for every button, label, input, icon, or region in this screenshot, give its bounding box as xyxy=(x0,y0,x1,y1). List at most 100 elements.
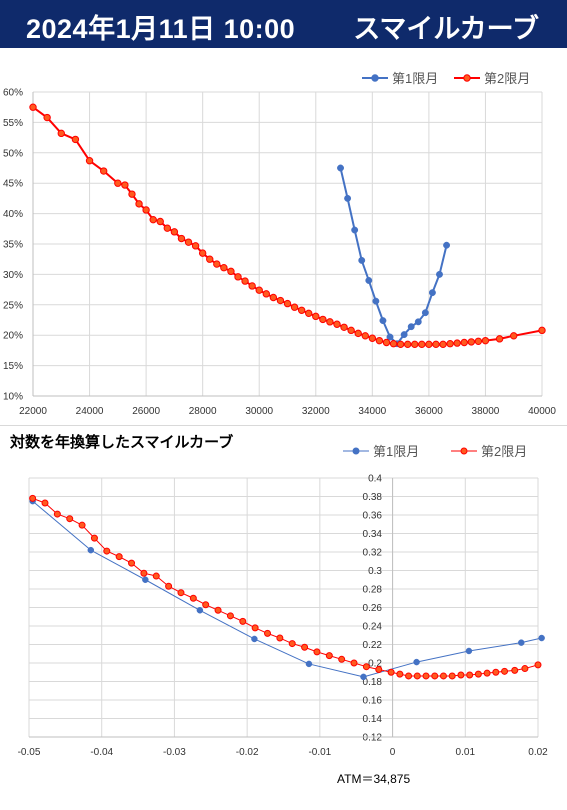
x-tick-label: -0.05 xyxy=(18,747,41,758)
data-point-2 xyxy=(538,326,546,335)
y-tick-label: 10% xyxy=(3,392,23,403)
x-tick-label: -0.02 xyxy=(236,747,259,758)
data-point-1 xyxy=(344,194,352,202)
y-tick-label: 0.18 xyxy=(363,677,383,688)
data-point-1 xyxy=(372,297,380,305)
data-point-2 xyxy=(264,629,272,637)
data-point-2 xyxy=(189,594,197,602)
data-point-2 xyxy=(114,179,122,187)
data-point-2 xyxy=(226,612,234,620)
legend-label-1: 第1限月 xyxy=(392,71,438,86)
data-point-1 xyxy=(358,256,366,264)
data-point-2 xyxy=(382,338,391,347)
data-point-2 xyxy=(248,282,256,290)
data-point-1 xyxy=(142,576,149,583)
data-point-2 xyxy=(152,572,160,580)
data-point-2 xyxy=(474,670,482,678)
series-line-2 xyxy=(32,497,539,677)
header-bar: 2024年1月11日 10:00 スマイルカーブ xyxy=(0,0,567,48)
data-point-2 xyxy=(305,309,313,318)
x-tick-label: 38000 xyxy=(472,406,500,417)
data-point-2 xyxy=(78,521,86,529)
y-tick-label: 0.32 xyxy=(363,548,383,559)
data-point-2 xyxy=(313,648,321,656)
data-point-2 xyxy=(227,267,235,276)
data-point-2 xyxy=(396,670,404,678)
data-point-2 xyxy=(460,338,468,347)
data-point-1 xyxy=(87,546,95,554)
header-title: スマイルカーブ xyxy=(353,14,539,44)
data-point-1 xyxy=(414,318,422,326)
data-point-1 xyxy=(518,639,525,646)
data-point-2 xyxy=(425,340,433,349)
data-point-2 xyxy=(213,260,221,268)
data-point-2 xyxy=(301,643,309,651)
y-tick-label: 0.4 xyxy=(368,474,382,485)
data-point-2 xyxy=(85,157,94,165)
data-point-2 xyxy=(220,264,228,272)
y-tick-label: 60% xyxy=(3,88,23,99)
data-point-1 xyxy=(365,277,373,284)
x-tick-label: -0.03 xyxy=(163,747,186,758)
legend-marker-1 xyxy=(352,447,360,455)
x-tick-label: 40000 xyxy=(528,406,556,417)
data-point-2 xyxy=(29,494,37,502)
data-point-1 xyxy=(465,647,473,655)
legend-label-2: 第2限月 xyxy=(484,71,530,86)
data-point-2 xyxy=(71,135,80,144)
x-tick-label: 0.02 xyxy=(528,747,548,758)
y-tick-label: 50% xyxy=(3,148,23,159)
data-point-1 xyxy=(351,226,359,234)
data-point-2 xyxy=(99,167,108,175)
x-tick-label: 0.01 xyxy=(456,747,476,758)
data-point-2 xyxy=(234,273,242,281)
x-tick-label: -0.04 xyxy=(90,747,113,758)
y-tick-label: 0.3 xyxy=(368,566,382,577)
y-tick-label: 0.24 xyxy=(363,622,383,633)
data-point-2 xyxy=(361,332,369,340)
data-point-2 xyxy=(510,332,518,340)
data-point-2 xyxy=(375,336,384,345)
data-point-2 xyxy=(467,338,476,346)
y-tick-label: 25% xyxy=(3,300,23,311)
data-point-2 xyxy=(481,336,490,345)
data-point-2 xyxy=(170,228,179,236)
y-tick-label: 0.16 xyxy=(363,696,383,707)
data-point-2 xyxy=(206,255,214,263)
x-tick-label: 28000 xyxy=(189,406,217,417)
data-point-2 xyxy=(413,672,421,680)
data-point-1 xyxy=(436,270,443,278)
legend-marker-2 xyxy=(460,447,468,455)
data-point-2 xyxy=(312,312,320,321)
x-tick-label: 26000 xyxy=(132,406,160,417)
data-point-2 xyxy=(350,659,358,667)
data-point-2 xyxy=(163,224,172,232)
data-point-2 xyxy=(149,215,157,224)
data-point-2 xyxy=(333,320,341,328)
data-point-2 xyxy=(418,340,426,349)
data-point-2 xyxy=(448,672,456,680)
data-point-1 xyxy=(443,241,451,249)
legend-label-2: 第2限月 xyxy=(481,444,527,459)
y-tick-label: 0.34 xyxy=(363,529,383,540)
data-point-2 xyxy=(453,339,461,347)
data-point-2 xyxy=(184,238,193,246)
data-point-2 xyxy=(288,640,296,648)
data-point-2 xyxy=(511,666,519,674)
data-point-2 xyxy=(387,668,395,676)
data-point-1 xyxy=(305,660,313,668)
legend-label-1: 第1限月 xyxy=(373,444,419,459)
data-point-2 xyxy=(135,200,143,208)
y-tick-label: 0.28 xyxy=(363,585,383,596)
data-point-2 xyxy=(276,296,285,305)
y-tick-label: 15% xyxy=(3,361,23,372)
x-tick-label: 34000 xyxy=(358,406,386,417)
y-tick-label: 0.2 xyxy=(368,659,382,670)
data-point-2 xyxy=(239,617,247,625)
y-tick-label: 0.12 xyxy=(363,733,383,744)
y-tick-label: 40% xyxy=(3,209,23,220)
data-point-2 xyxy=(362,663,370,671)
data-point-2 xyxy=(495,335,504,343)
data-point-2 xyxy=(66,515,74,523)
x-tick-label: -0.01 xyxy=(308,747,331,758)
